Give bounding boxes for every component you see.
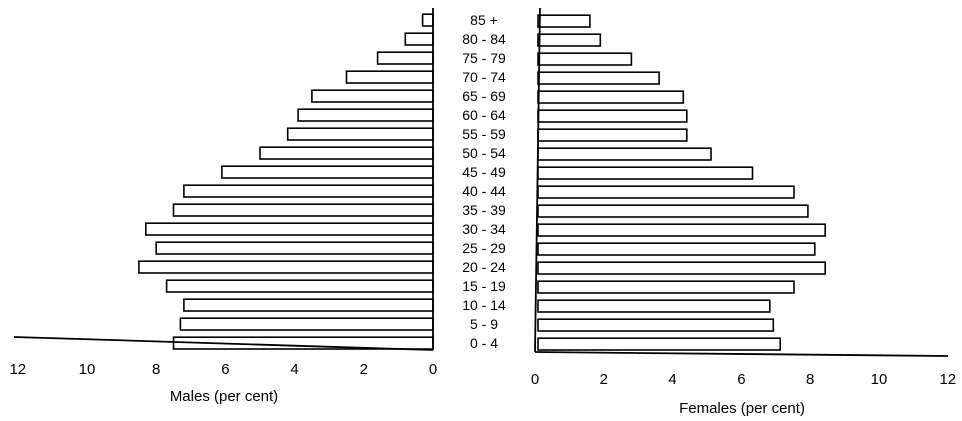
male-bar-50-54 (259, 146, 434, 160)
female-bar-65-69 (537, 90, 685, 104)
age-label: 40 - 44 (462, 183, 506, 199)
age-label: 55 - 59 (462, 126, 506, 142)
female-bar-5-9 (537, 318, 775, 332)
age-label: 60 - 64 (462, 107, 506, 123)
age-label: 85 + (470, 12, 498, 28)
male-tick-label: 6 (221, 361, 229, 378)
female-bar-70-74 (537, 71, 660, 85)
male-bar-55-59 (286, 127, 434, 141)
female-bar-20-24 (537, 261, 827, 275)
male-bars-group (138, 13, 434, 350)
female-bars-group (537, 14, 827, 351)
age-label: 5 - 9 (470, 316, 498, 332)
male-bar-80-84 (404, 32, 434, 46)
male-bar-40-44 (183, 184, 434, 198)
female-bar-0-4 (537, 337, 781, 351)
female-tick-label: 12 (939, 371, 956, 388)
age-label: 80 - 84 (462, 31, 506, 47)
age-label: 45 - 49 (462, 164, 506, 180)
female-bar-80-84 (537, 33, 602, 47)
female-x-axis: 0 2 4 6 8 10 12 (531, 7, 956, 388)
female-bar-35-39 (537, 204, 809, 218)
male-bar-20-24 (138, 260, 434, 274)
male-axis-title: Males (per cent) (170, 388, 278, 405)
female-axis-line (534, 351, 949, 357)
male-tick-label: 2 (360, 361, 368, 378)
male-bar-35-39 (172, 203, 434, 217)
male-bar-45-49 (221, 165, 434, 179)
age-label: 75 - 79 (462, 50, 506, 66)
male-bar-65-69 (311, 89, 434, 103)
age-label: 10 - 14 (462, 297, 506, 313)
male-axis-line (13, 336, 434, 351)
age-label: 15 - 19 (462, 278, 506, 294)
female-bar-50-54 (537, 147, 712, 161)
age-group-labels: 0 - 4 5 - 9 10 - 14 15 - 19 20 - 24 25 - 29 30… (462, 12, 506, 351)
female-tick-label: 8 (806, 371, 814, 388)
male-tick-label: 0 (429, 361, 437, 378)
female-tick-label: 0 (531, 371, 539, 388)
female-tick-label: 2 (600, 371, 608, 388)
male-bar-30-34 (145, 222, 434, 236)
male-bar-75-79 (376, 51, 434, 65)
male-bar-70-74 (345, 70, 434, 84)
male-bar-15-19 (165, 279, 434, 293)
female-bar-45-49 (537, 166, 754, 180)
female-bar-25-29 (537, 242, 816, 256)
male-bar-10-14 (183, 298, 434, 312)
male-bar-25-29 (155, 241, 434, 255)
age-label: 50 - 54 (462, 145, 506, 161)
female-bar-60-64 (537, 109, 688, 123)
female-bar-55-59 (537, 128, 688, 142)
female-tick-label: 4 (668, 371, 676, 388)
female-bar-75-79 (537, 52, 633, 66)
female-bar-10-14 (537, 299, 771, 313)
female-tick-label: 10 (871, 371, 888, 388)
male-tick-label: 12 (9, 361, 26, 378)
age-label: 0 - 4 (470, 335, 498, 351)
female-bar-15-19 (537, 280, 795, 294)
female-axis-title: Females (per cent) (679, 400, 805, 417)
female-bar-85+ (537, 14, 591, 28)
male-bar-60-64 (297, 108, 434, 122)
female-baseline (534, 7, 541, 353)
female-bar-40-44 (537, 185, 795, 199)
male-bar-85+ (421, 13, 434, 27)
age-label: 65 - 69 (462, 88, 506, 104)
male-x-axis: 12 10 8 6 4 2 0 (9, 8, 437, 378)
age-label: 30 - 34 (462, 221, 506, 237)
male-tick-label: 4 (290, 361, 298, 378)
age-label: 20 - 24 (462, 259, 506, 275)
female-bar-30-34 (537, 223, 827, 237)
age-label: 25 - 29 (462, 240, 506, 256)
age-label: 70 - 74 (462, 69, 506, 85)
male-bar-5-9 (179, 317, 434, 331)
male-tick-label: 10 (79, 361, 96, 378)
male-tick-label: 8 (152, 361, 160, 378)
age-label: 35 - 39 (462, 202, 506, 218)
female-tick-label: 6 (737, 371, 745, 388)
